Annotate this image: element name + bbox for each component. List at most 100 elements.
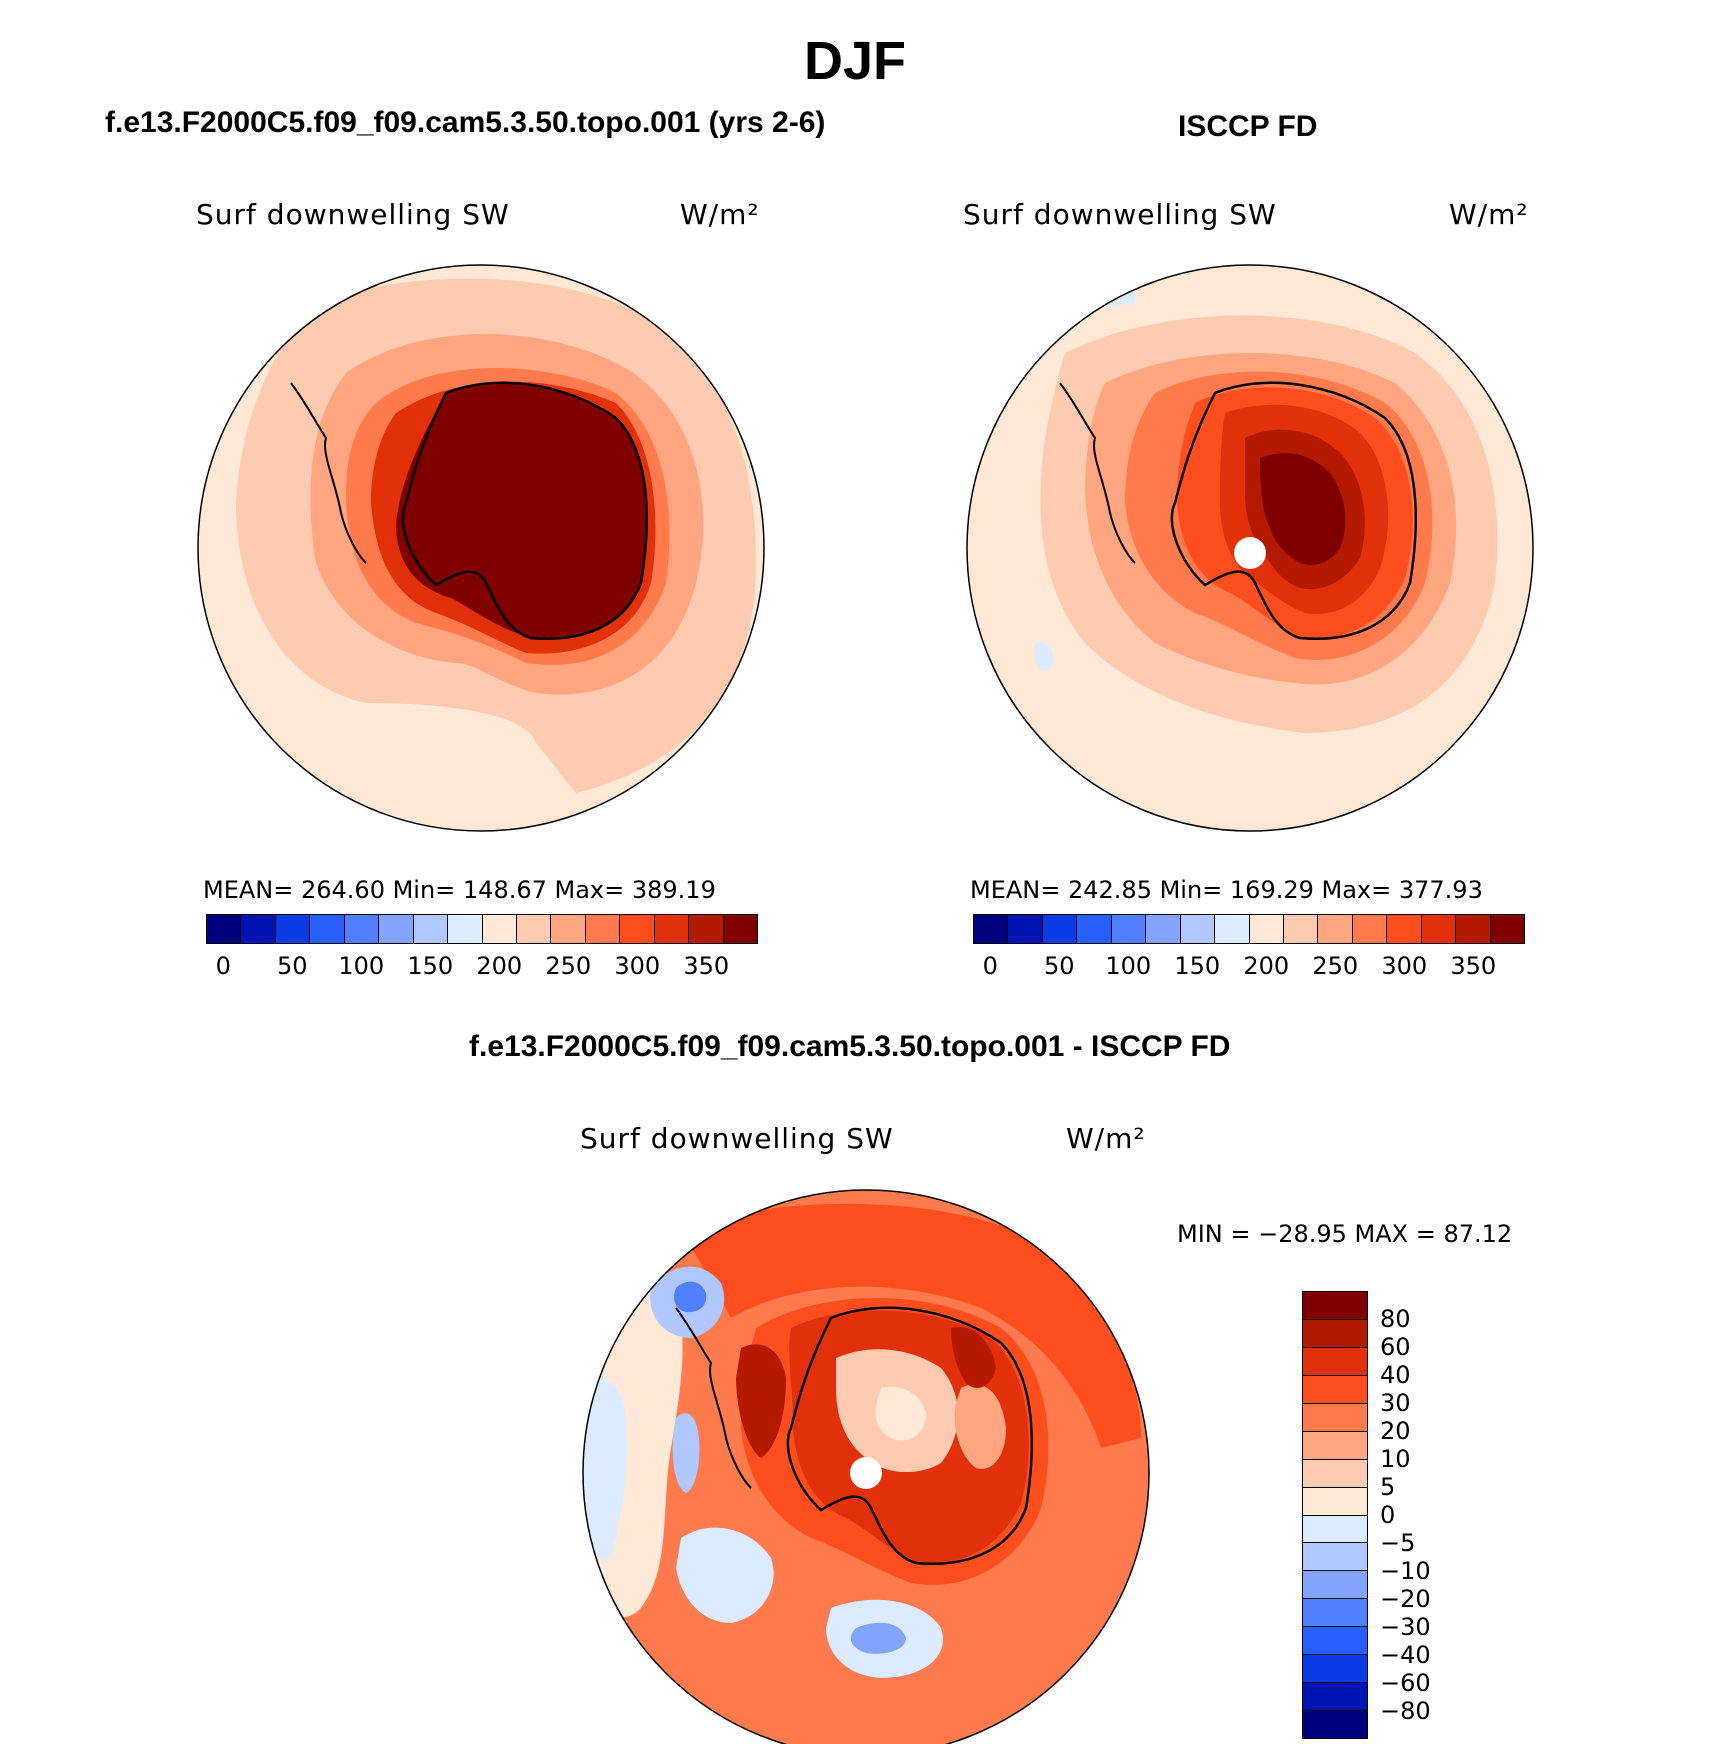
colorbar-swatch — [1421, 915, 1457, 943]
colorbar-swatch — [482, 915, 517, 943]
colorbar-tick-label: 20 — [1380, 1417, 1411, 1445]
colorbar-swatch — [1456, 915, 1491, 943]
colorbar-swatch — [516, 915, 552, 943]
colorbar-tick-label: 50 — [1043, 952, 1075, 980]
colorbar-tick-label: 250 — [1312, 952, 1359, 980]
obs-colorbar — [973, 914, 1525, 944]
diff-units-label: W/m² — [1066, 1122, 1146, 1155]
colorbar-swatch — [448, 915, 483, 943]
model-variable-label: Surf downwelling SW — [196, 198, 510, 231]
colorbar-swatch — [1318, 915, 1353, 943]
colorbar-tick-label: 60 — [1380, 1333, 1411, 1361]
colorbar-swatch — [1303, 1347, 1367, 1376]
colorbar-tick-label: −40 — [1380, 1641, 1431, 1669]
colorbar-swatch — [1352, 915, 1388, 943]
colorbar-tick-label: 0 — [1380, 1501, 1396, 1529]
obs-polar-map — [966, 264, 1534, 832]
colorbar-tick-label: 80 — [1380, 1305, 1411, 1333]
colorbar-tick-label: 200 — [476, 952, 523, 980]
obs-variable-label: Surf downwelling SW — [963, 198, 1277, 231]
colorbar-tick-label: −30 — [1380, 1613, 1431, 1641]
colorbar-tick-label: 100 — [338, 952, 385, 980]
colorbar-tick-label: 300 — [1381, 952, 1428, 980]
diff-polar-map — [582, 1189, 1150, 1744]
colorbar-tick-label: 5 — [1380, 1473, 1396, 1501]
obs-stats: MEAN= 242.85 Min= 169.29 Max= 377.93 — [970, 876, 1483, 904]
colorbar-swatch — [1303, 1515, 1367, 1544]
obs-colorbar-labels: 0 50 100 150 200 250 300 350 — [973, 952, 1525, 982]
colorbar-swatch — [310, 915, 345, 943]
model-units-label: W/m² — [680, 198, 760, 231]
colorbar-swatch — [1215, 915, 1250, 943]
colorbar-tick-label: 0 — [215, 952, 231, 980]
colorbar-swatch — [1303, 1711, 1367, 1738]
colorbar-tick-label: −20 — [1380, 1585, 1431, 1613]
colorbar-swatch — [344, 915, 380, 943]
colorbar-tick-label: −60 — [1380, 1669, 1431, 1697]
model-colorbar — [206, 914, 758, 944]
colorbar-swatch — [1180, 915, 1216, 943]
colorbar-tick-label: 100 — [1105, 952, 1152, 980]
colorbar-swatch — [1249, 915, 1284, 943]
colorbar-tick-label: 30 — [1380, 1389, 1411, 1417]
model-colorbar-labels: 0 50 100 150 200 250 300 350 — [206, 952, 758, 982]
diff-stats: MIN = −28.95 MAX = 87.12 — [1177, 1220, 1513, 1248]
colorbar-swatch — [1303, 1292, 1367, 1320]
figure-title: DJF — [803, 31, 906, 91]
diff-variable-label: Surf downwelling SW — [580, 1122, 894, 1155]
colorbar-swatch — [1303, 1571, 1367, 1600]
colorbar-swatch — [1303, 1683, 1367, 1712]
model-stats: MEAN= 264.60 Min= 148.67 Max= 389.19 — [203, 876, 716, 904]
diff-case-title: f.e13.F2000C5.f09_f09.cam5.3.50.topo.001… — [469, 1030, 1231, 1063]
colorbar-tick-label: 200 — [1243, 952, 1290, 980]
colorbar-swatch — [1042, 915, 1078, 943]
colorbar-swatch — [974, 915, 1009, 943]
colorbar-swatch — [1387, 915, 1422, 943]
colorbar-swatch — [1283, 915, 1319, 943]
colorbar-swatch — [275, 915, 311, 943]
colorbar-tick-label: 0 — [982, 952, 998, 980]
colorbar-swatch — [1111, 915, 1147, 943]
colorbar-tick-label: 50 — [276, 952, 308, 980]
colorbar-swatch — [1303, 1431, 1367, 1460]
obs-units-label: W/m² — [1449, 198, 1529, 231]
colorbar-tick-label: 350 — [1450, 952, 1497, 980]
colorbar-swatch — [723, 915, 757, 943]
colorbar-swatch — [1303, 1319, 1367, 1348]
colorbar-tick-label: 150 — [1174, 952, 1221, 980]
colorbar-tick-label: −5 — [1380, 1529, 1416, 1557]
colorbar-swatch — [551, 915, 586, 943]
colorbar-swatch — [1077, 915, 1112, 943]
model-case-title: f.e13.F2000C5.f09_f09.cam5.3.50.topo.001… — [105, 106, 826, 139]
colorbar-tick-label: 250 — [545, 952, 592, 980]
colorbar-swatch — [1490, 915, 1524, 943]
obs-case-title: ISCCP FD — [1178, 110, 1318, 143]
colorbar-tick-label: 10 — [1380, 1445, 1411, 1473]
colorbar-swatch — [585, 915, 621, 943]
colorbar-swatch — [1303, 1655, 1367, 1684]
colorbar-swatch — [1303, 1487, 1367, 1516]
colorbar-swatch — [654, 915, 690, 943]
colorbar-swatch — [413, 915, 449, 943]
colorbar-tick-label: 40 — [1380, 1361, 1411, 1389]
colorbar-swatch — [1303, 1599, 1367, 1628]
colorbar-tick-label: −80 — [1380, 1697, 1431, 1725]
colorbar-swatch — [207, 915, 242, 943]
colorbar-swatch — [1146, 915, 1181, 943]
colorbar-tick-label: 300 — [614, 952, 661, 980]
colorbar-tick-label: 150 — [407, 952, 454, 980]
colorbar-swatch — [1303, 1627, 1367, 1656]
colorbar-swatch — [241, 915, 276, 943]
colorbar-swatch — [1303, 1375, 1367, 1404]
diff-colorbar — [1302, 1291, 1368, 1739]
colorbar-swatch — [620, 915, 655, 943]
colorbar-swatch — [689, 915, 724, 943]
colorbar-swatch — [1008, 915, 1043, 943]
colorbar-swatch — [1303, 1459, 1367, 1488]
colorbar-swatch — [379, 915, 414, 943]
diff-colorbar-labels: 80 60 40 30 20 10 5 0 −5 −10 −20 −30 −40 −60 −80 — [1380, 1291, 1460, 1739]
colorbar-swatch — [1303, 1543, 1367, 1572]
colorbar-swatch — [1303, 1403, 1367, 1432]
colorbar-tick-label: 350 — [683, 952, 730, 980]
colorbar-tick-label: −10 — [1380, 1557, 1431, 1585]
